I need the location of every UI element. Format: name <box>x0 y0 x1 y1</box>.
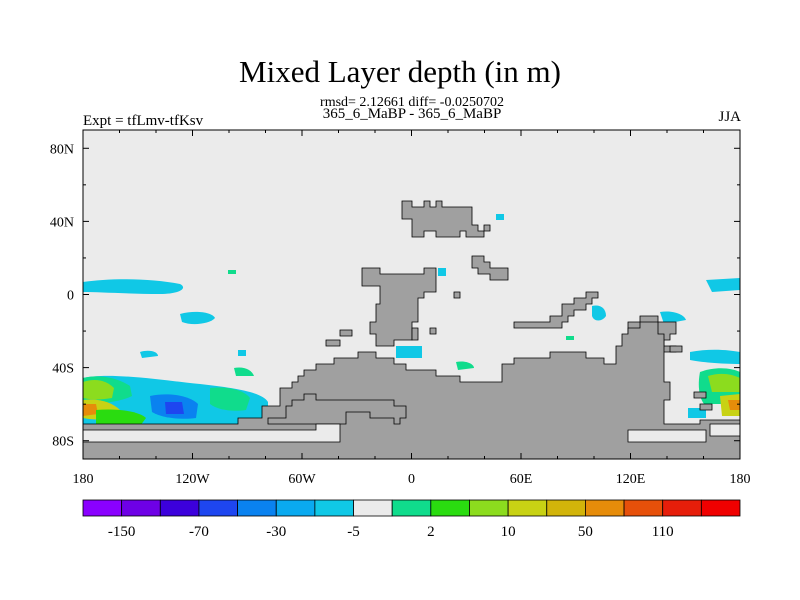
x-tick-label: 180 <box>73 472 94 487</box>
colorbar-swatch <box>237 499 277 517</box>
anomaly-patch <box>210 387 250 411</box>
experiment-label: Expt = tfLmv-tfKsv <box>83 113 204 129</box>
colorbar-swatch <box>353 499 393 517</box>
anomaly-patch <box>728 400 740 410</box>
land-small-h <box>699 403 713 411</box>
x-tick-label: 60W <box>288 472 316 487</box>
y-tick-label: 0 <box>67 289 74 304</box>
anomaly-patch <box>566 336 574 340</box>
anomaly-patch <box>496 214 504 220</box>
colorbar-swatch <box>159 499 200 517</box>
colorbar-label: 110 <box>652 524 674 540</box>
land-antarctica <box>82 321 741 460</box>
center-label: 365_6_MaBP - 365_6_MaBP <box>322 106 502 122</box>
land-small-e <box>453 291 461 299</box>
colorbar-swatch <box>700 499 741 517</box>
y-tick-label: 80S <box>52 435 74 450</box>
anomaly-patch <box>396 346 422 358</box>
colorbar-label: -30 <box>266 524 286 540</box>
anomaly-patch <box>238 350 246 356</box>
anomaly-patch <box>456 361 474 370</box>
land-strip-se <box>513 291 599 329</box>
anomaly-patch <box>83 279 184 294</box>
x-tick-label: 120W <box>175 472 210 487</box>
x-tick-label: 180 <box>730 472 751 487</box>
x-tick-label: 60E <box>510 472 533 487</box>
colorbar-label: -70 <box>189 524 209 540</box>
colorbar-swatch <box>275 499 316 517</box>
season-label: JJA <box>718 109 741 125</box>
anomaly-patch <box>708 373 740 392</box>
colorbar-swatch <box>546 499 586 517</box>
colorbar-label: 10 <box>501 524 516 540</box>
land-small-a <box>339 329 353 337</box>
anomaly-patch <box>234 367 254 376</box>
colorbar-swatch <box>391 499 432 517</box>
colorbar-label: -150 <box>108 524 136 540</box>
colorbar: -150 -70 -30 -5 2 10 50 110 <box>82 499 741 540</box>
colorbar-label: -5 <box>347 524 360 540</box>
land-masses <box>82 200 741 460</box>
colorbar-swatch <box>623 499 664 517</box>
anomaly-patch <box>140 350 158 358</box>
anomaly-patch <box>180 311 215 325</box>
colorbar-swatch <box>121 499 161 517</box>
axes: 180 120W 60W 0 60E 120E 180 80N 40N 0 40S 80S <box>50 130 751 487</box>
anomaly-patch <box>165 402 184 414</box>
land-small-g <box>693 391 707 399</box>
land-north <box>401 200 491 238</box>
anomaly-patch <box>438 268 446 276</box>
colorbar-label: 2 <box>427 524 435 540</box>
anomaly-patch <box>83 404 98 416</box>
land-west-wedge <box>267 393 407 425</box>
anomaly-patch <box>592 305 606 321</box>
land-date-cut <box>709 423 741 437</box>
land-north-small <box>471 255 509 281</box>
colorbar-swatch <box>469 499 509 517</box>
anomaly-patch <box>83 380 114 400</box>
land-east-cut <box>627 429 707 443</box>
land-small-b <box>325 339 341 347</box>
anomaly-patch <box>96 409 146 426</box>
anomaly-patch <box>660 311 686 324</box>
y-tick-label: 40N <box>50 215 74 230</box>
y-tick-label: 80N <box>50 142 74 157</box>
land-small-c <box>411 327 419 341</box>
anomaly-patch <box>688 408 706 418</box>
colorbar-swatch <box>198 499 238 517</box>
colorbar-swatch <box>662 499 702 517</box>
chart-title: Mixed Layer depth (in m) <box>239 54 561 89</box>
land-small-f <box>669 345 683 353</box>
x-tick-label: 0 <box>408 472 415 487</box>
colorbar-swatch <box>585 499 625 517</box>
colorbar-swatch <box>314 499 354 517</box>
chart-subtitle: rmsd= 2.12661 diff= -0.0250702 <box>320 95 504 110</box>
colorbar-swatch <box>82 499 123 517</box>
anomaly-patch <box>690 349 740 364</box>
anomaly-patch <box>228 270 236 274</box>
anomaly-patch <box>706 278 740 292</box>
anomaly-field <box>83 214 740 429</box>
colorbar-swatch <box>507 499 548 517</box>
y-tick-label: 40S <box>52 362 74 377</box>
x-tick-label: 120E <box>616 472 646 487</box>
colorbar-label: 50 <box>578 524 593 540</box>
land-small-d <box>429 327 437 335</box>
colorbar-swatch <box>430 499 470 517</box>
